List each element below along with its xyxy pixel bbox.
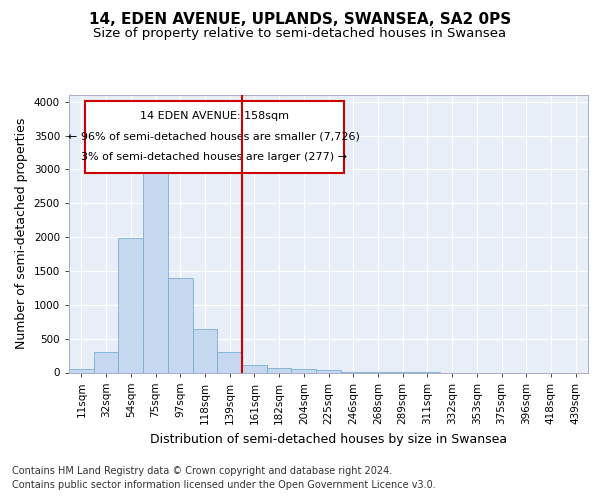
Text: Contains public sector information licensed under the Open Government Licence v3: Contains public sector information licen…	[12, 480, 436, 490]
Bar	[168, 278, 193, 372]
Text: ← 96% of semi-detached houses are smaller (7,726): ← 96% of semi-detached houses are smalle…	[68, 132, 360, 141]
Text: Size of property relative to semi-detached houses in Swansea: Size of property relative to semi-detach…	[94, 28, 506, 40]
FancyBboxPatch shape	[85, 100, 344, 172]
Bar	[143, 158, 168, 372]
Text: Contains HM Land Registry data © Crown copyright and database right 2024.: Contains HM Land Registry data © Crown c…	[12, 466, 392, 476]
Text: 14, EDEN AVENUE, UPLANDS, SWANSEA, SA2 0PS: 14, EDEN AVENUE, UPLANDS, SWANSEA, SA2 0…	[89, 12, 511, 28]
Y-axis label: Number of semi-detached properties: Number of semi-detached properties	[15, 118, 28, 350]
Bar	[193, 329, 217, 372]
Text: Distribution of semi-detached houses by size in Swansea: Distribution of semi-detached houses by …	[150, 432, 508, 446]
Bar	[217, 352, 242, 372]
Bar	[94, 352, 118, 372]
Bar	[292, 369, 316, 372]
Bar	[316, 370, 341, 372]
Bar	[242, 364, 267, 372]
Bar	[69, 369, 94, 372]
Text: 14 EDEN AVENUE: 158sqm: 14 EDEN AVENUE: 158sqm	[140, 112, 289, 122]
Bar	[118, 238, 143, 372]
Text: 3% of semi-detached houses are larger (277) →: 3% of semi-detached houses are larger (2…	[82, 152, 347, 162]
Bar	[267, 368, 292, 372]
